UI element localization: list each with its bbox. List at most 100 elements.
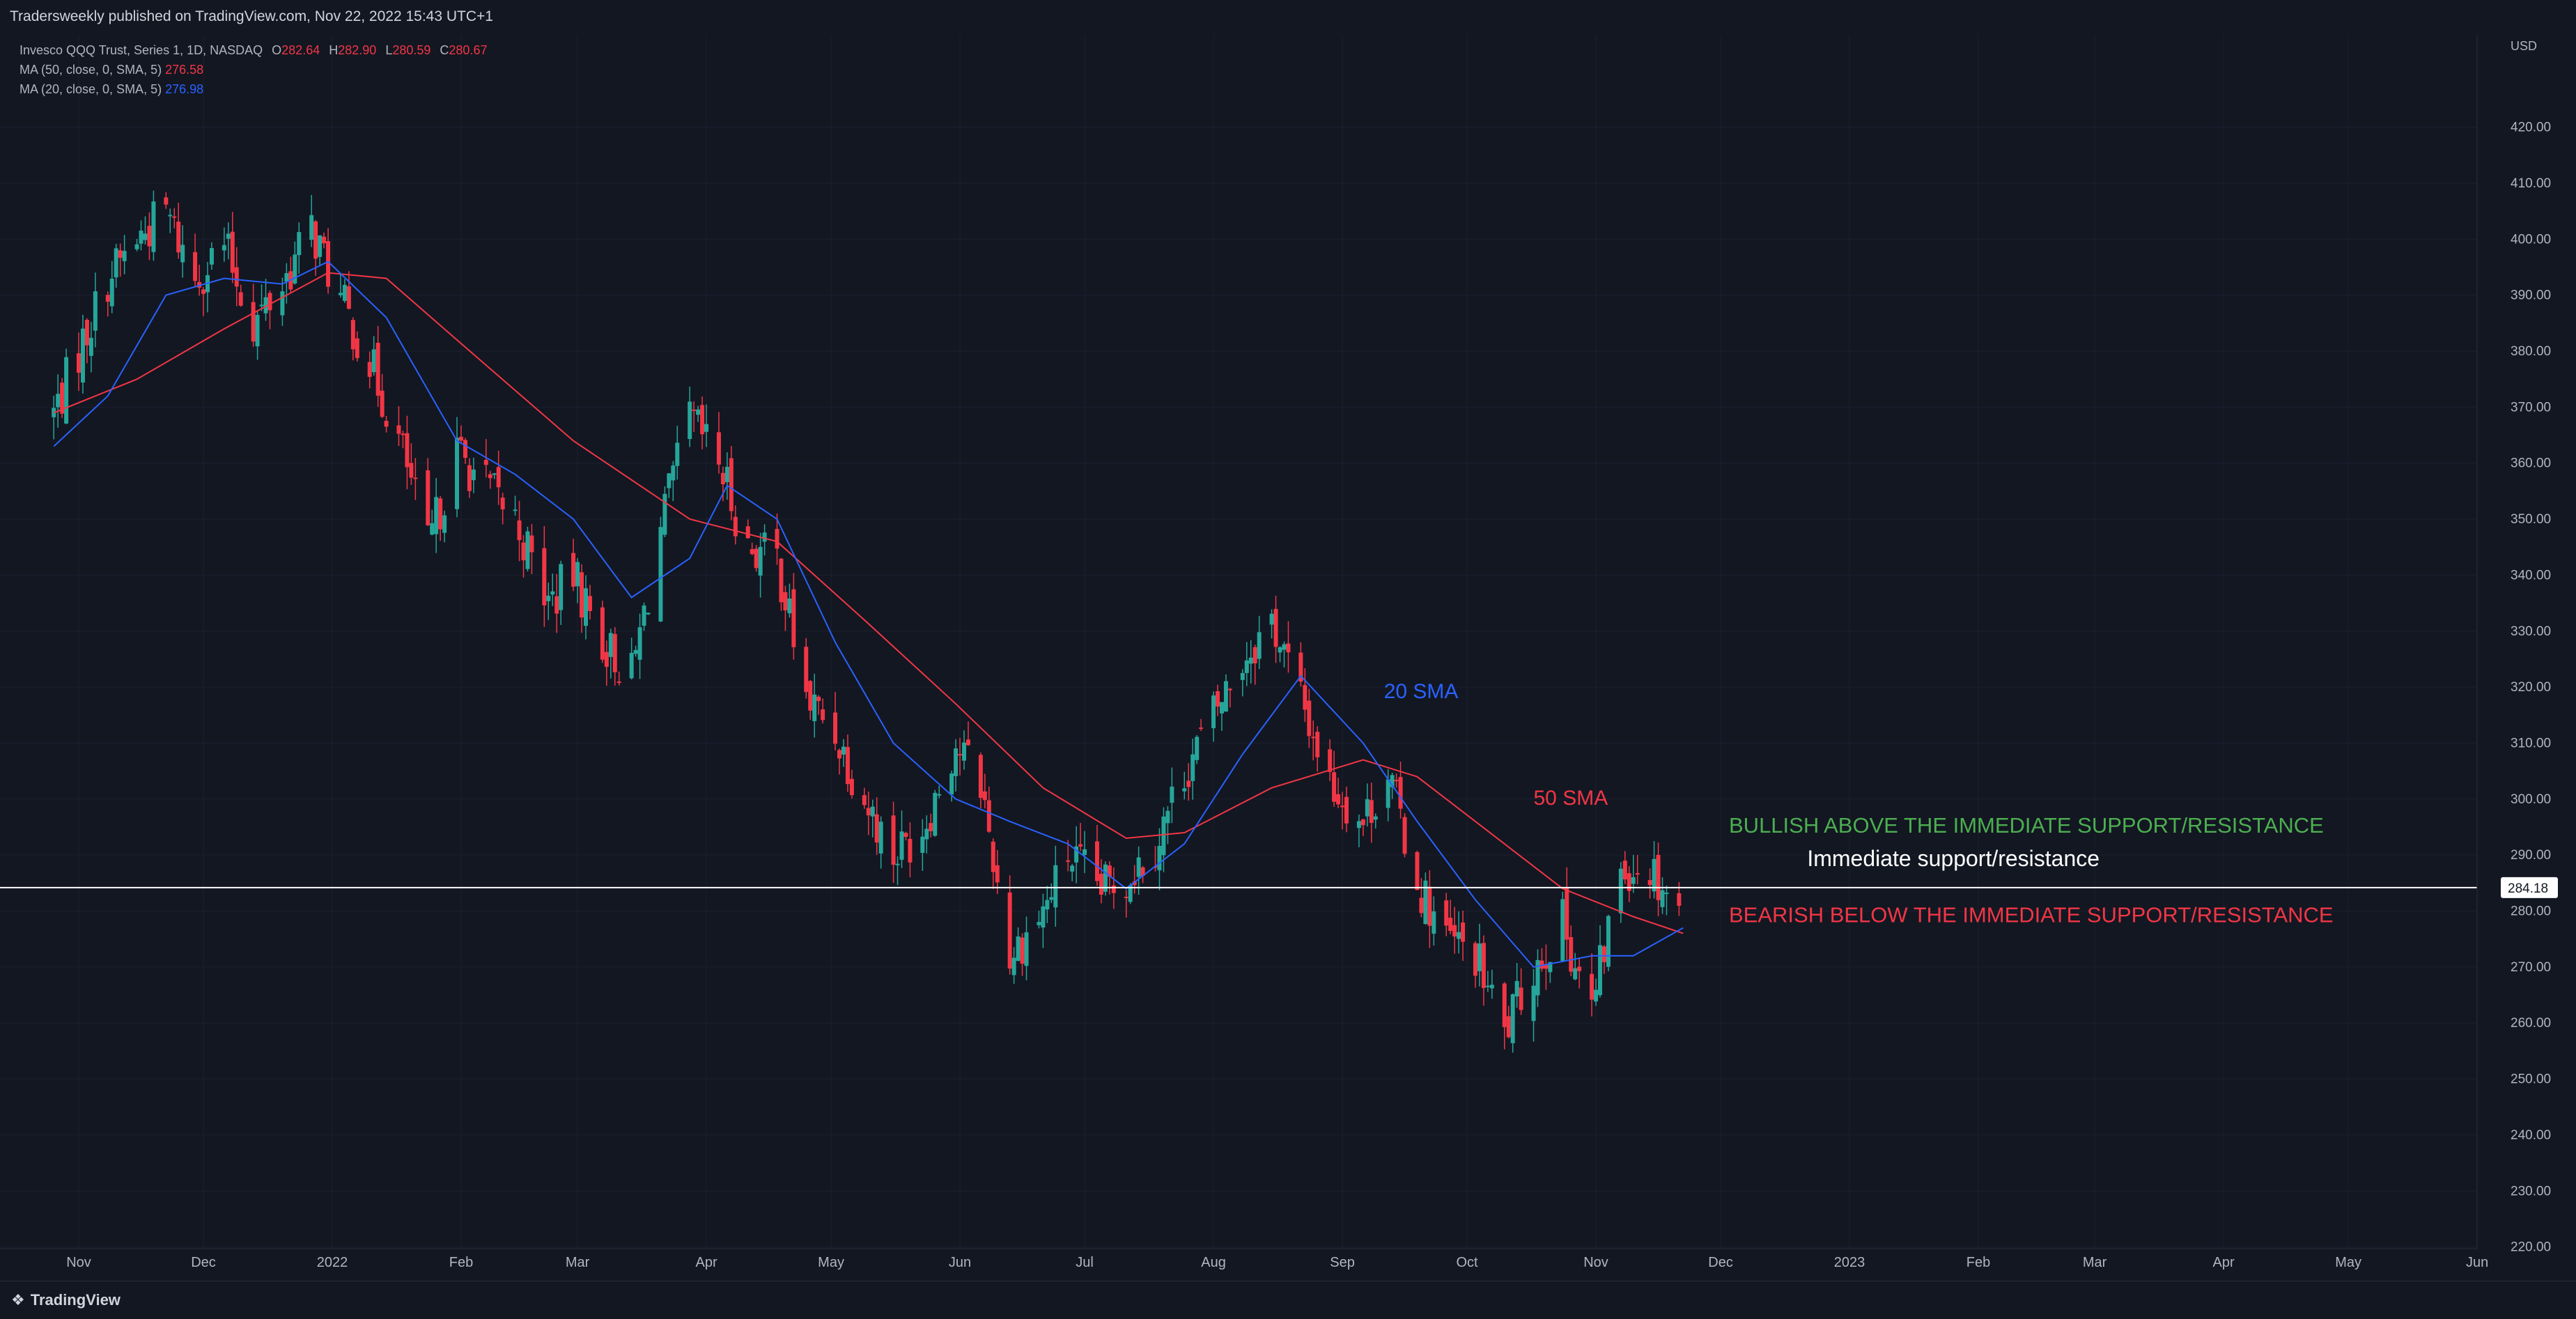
candle-body — [1477, 943, 1482, 971]
candle-body — [1165, 810, 1170, 824]
time-tick-label: Feb — [1966, 1255, 1990, 1270]
price-chart[interactable]: 20 SMA 50 SMA BULLISH ABOVE THE IMMEDIAT… — [0, 35, 2576, 1281]
candle-body — [455, 438, 460, 509]
candle-body — [1427, 886, 1432, 926]
candle-body — [367, 362, 372, 377]
candle-body — [168, 215, 173, 217]
candle-body — [1652, 858, 1656, 892]
candle-body — [488, 474, 492, 479]
candle-body — [1170, 786, 1174, 803]
candles — [52, 190, 1682, 1053]
candle-body — [88, 337, 93, 356]
candle-body — [529, 535, 534, 553]
candle-body — [1315, 732, 1320, 757]
candle-body — [234, 267, 239, 287]
price-axis[interactable]: 420.00 410.00 400.00 390.00 380.00 370.00 360.… — [2476, 35, 2551, 1255]
candle-body — [384, 420, 389, 427]
candle-body — [1590, 973, 1595, 1000]
time-tick-label: Jun — [2466, 1255, 2488, 1270]
candle-body — [658, 527, 663, 622]
candle-body — [1402, 817, 1407, 854]
candle-body — [193, 252, 198, 281]
legend-ma20-row[interactable]: MA (20, close, 0, SMA, 5) 276.98 — [20, 79, 487, 99]
candle-body — [1548, 962, 1553, 973]
candle-body — [1481, 943, 1486, 988]
candle-body — [1136, 857, 1141, 877]
price-tick-label: 340.00 — [2511, 568, 2551, 583]
candle-body — [1461, 923, 1466, 942]
candle-body — [550, 591, 555, 595]
candle-body — [866, 808, 871, 816]
level-annotation: Immediate support/resistance — [1807, 846, 2100, 871]
candle-body — [1273, 608, 1278, 647]
price-tick-label: 350.00 — [2511, 512, 2551, 527]
bullish-annotation: BULLISH ABOVE THE IMMEDIATE SUPPORT/RESI… — [1729, 813, 2324, 838]
candle-body — [1457, 932, 1461, 939]
candle-body — [667, 473, 672, 488]
legend-symbol-row: Invesco QQQ Trust, Series 1, 1D, NASDAQ … — [20, 40, 487, 60]
time-tick-label: Dec — [191, 1255, 216, 1270]
candle-body — [758, 546, 763, 576]
candle-body — [1506, 1016, 1511, 1038]
candle-body — [322, 236, 327, 244]
price-tick-label: 360.00 — [2511, 456, 2551, 471]
candle-body — [779, 558, 784, 603]
candle-body — [197, 281, 202, 288]
ma50-value: 276.58 — [165, 63, 204, 77]
candle-body — [899, 831, 904, 860]
candle-body — [1244, 660, 1249, 673]
candle-body — [151, 201, 156, 252]
tradingview-logo[interactable]: ❖ TradingView — [11, 1291, 121, 1309]
candle-body — [986, 800, 991, 832]
price-tick-label: 270.00 — [2511, 960, 2551, 975]
candle-body — [933, 792, 938, 836]
candle-body — [164, 197, 169, 205]
candle-body — [1356, 821, 1361, 828]
candle-body — [80, 328, 85, 383]
time-tick-label: Dec — [1708, 1255, 1733, 1270]
candle-body — [1577, 966, 1582, 971]
candle-body — [1627, 873, 1631, 891]
candle-body — [517, 520, 522, 541]
candle-body — [525, 531, 530, 569]
candle-body — [1598, 945, 1602, 996]
candle-body — [608, 633, 613, 657]
candle-body — [580, 572, 584, 618]
candle-body — [513, 509, 518, 511]
time-tick-label: Nov — [1583, 1255, 1608, 1270]
candle-body — [833, 712, 838, 744]
candle-body — [704, 424, 709, 432]
time-axis[interactable]: Nov Dec 2022 Feb Mar Apr May Jun Jul Aug Sep Oct Nov… — [0, 1248, 2488, 1270]
price-tick-label: 250.00 — [2511, 1072, 2551, 1087]
candle-body — [1161, 816, 1166, 856]
candle-body — [1660, 890, 1665, 907]
candle-body — [1311, 736, 1316, 739]
candle-body — [313, 221, 318, 259]
candle-body — [380, 390, 385, 417]
candle-body — [1286, 643, 1291, 653]
time-tick-label: Aug — [1201, 1255, 1226, 1270]
candle-body — [642, 605, 646, 626]
legend-ma50-row[interactable]: MA (50, close, 0, SMA, 5) 276.58 — [20, 60, 487, 79]
candle-body — [471, 469, 476, 481]
price-tick-label: 390.00 — [2511, 288, 2551, 303]
candle-body — [891, 815, 896, 865]
candle-body — [109, 278, 114, 307]
candle-body — [318, 235, 323, 257]
candle-body — [733, 516, 738, 537]
candle-body — [1037, 922, 1041, 925]
candle-body — [426, 470, 430, 525]
candle-body — [849, 778, 854, 796]
candle-body — [671, 465, 676, 481]
candle-body — [355, 338, 359, 358]
candle-body — [201, 289, 206, 294]
candle-body — [1565, 888, 1569, 940]
candle-body — [1544, 964, 1549, 969]
candle-body — [1298, 652, 1303, 682]
candle-body — [1419, 897, 1424, 913]
candle-body — [1473, 943, 1477, 976]
candle-body — [267, 293, 272, 311]
time-tick-label: Mar — [566, 1255, 590, 1270]
time-tick-label: Apr — [695, 1255, 717, 1270]
candle-body — [263, 297, 268, 314]
